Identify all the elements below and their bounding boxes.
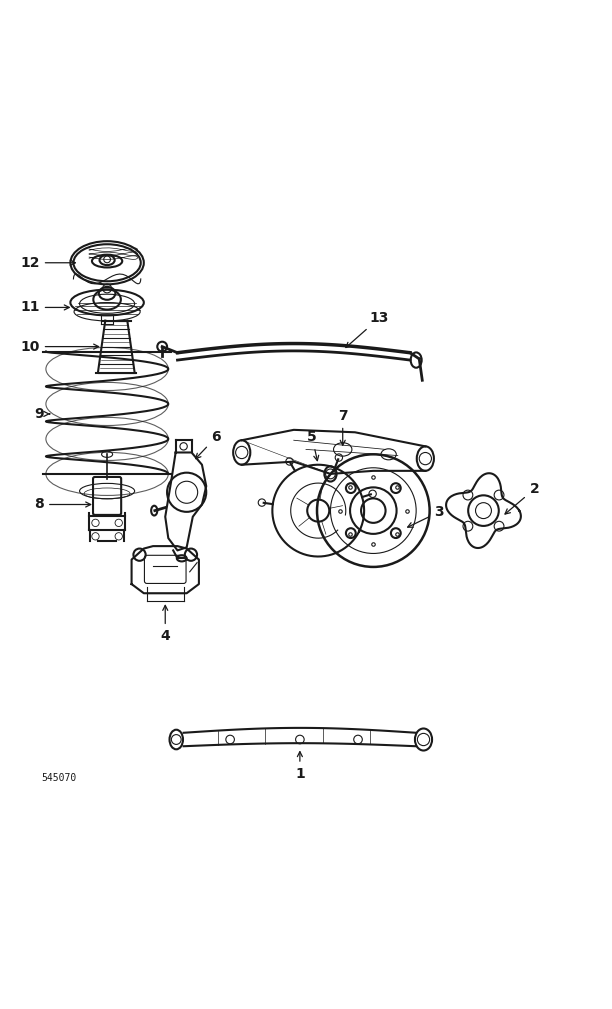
Text: 5: 5 (307, 430, 319, 461)
Text: 13: 13 (346, 311, 389, 347)
Text: 545070: 545070 (42, 773, 77, 783)
Text: 9: 9 (34, 407, 50, 421)
Text: 12: 12 (20, 255, 75, 269)
Text: 8: 8 (34, 497, 91, 512)
Text: 6: 6 (196, 430, 221, 459)
Text: 11: 11 (20, 301, 69, 315)
Text: 4: 4 (160, 605, 170, 643)
Text: 3: 3 (408, 504, 444, 528)
Text: 10: 10 (20, 340, 99, 353)
Circle shape (157, 342, 167, 351)
Text: 2: 2 (505, 482, 539, 514)
Text: 7: 7 (338, 409, 348, 445)
Text: 1: 1 (295, 752, 305, 781)
